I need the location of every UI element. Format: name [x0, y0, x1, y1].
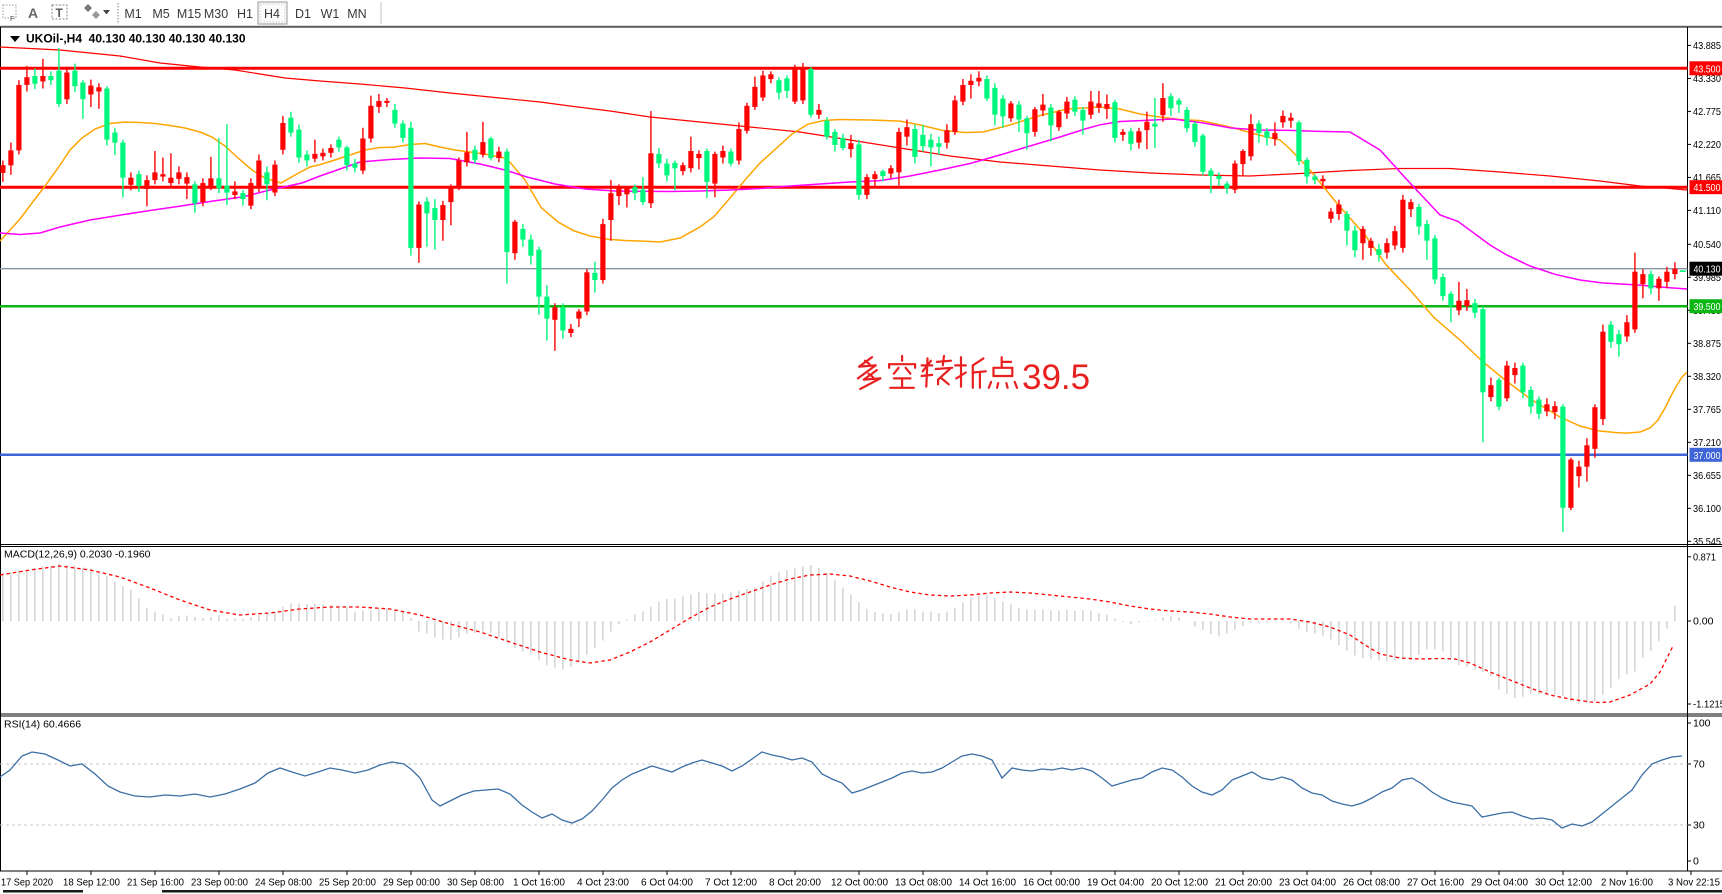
svg-text:0: 0 — [1693, 856, 1699, 868]
svg-text:38.875: 38.875 — [1693, 338, 1721, 350]
svg-text:40.130: 40.130 — [1694, 264, 1721, 276]
svg-text:M15: M15 — [177, 7, 201, 21]
svg-text:25 Sep 20:00: 25 Sep 20:00 — [319, 877, 376, 889]
svg-text:12 Oct 00:00: 12 Oct 00:00 — [831, 877, 888, 889]
svg-text:30 Oct 12:00: 30 Oct 12:00 — [1535, 877, 1592, 889]
svg-text:H4: H4 — [264, 7, 280, 21]
svg-text:37.210: 37.210 — [1693, 437, 1721, 449]
svg-text:18 Sep 12:00: 18 Sep 12:00 — [63, 877, 120, 889]
svg-text:39.5: 39.5 — [1022, 358, 1090, 397]
svg-text:M1: M1 — [124, 7, 141, 21]
svg-text:14 Oct 16:00: 14 Oct 16:00 — [959, 877, 1016, 889]
svg-text:21 Oct 20:00: 21 Oct 20:00 — [1215, 877, 1272, 889]
svg-text:42.775: 42.775 — [1693, 106, 1721, 118]
svg-text:H1: H1 — [237, 7, 253, 21]
svg-text:29 Sep 00:00: 29 Sep 00:00 — [383, 877, 440, 889]
svg-text:MN: MN — [347, 7, 366, 21]
svg-text:37.000: 37.000 — [1694, 450, 1721, 462]
svg-text:40.540: 40.540 — [1693, 239, 1721, 251]
svg-text:0.871: 0.871 — [1693, 552, 1716, 564]
svg-text:41.500: 41.500 — [1694, 182, 1721, 194]
svg-text:8 Oct 20:00: 8 Oct 20:00 — [769, 877, 821, 889]
svg-text:42.220: 42.220 — [1693, 139, 1721, 151]
svg-text:38.320: 38.320 — [1693, 371, 1721, 383]
svg-text:0.00: 0.00 — [1693, 616, 1714, 628]
svg-text:4 Oct 23:00: 4 Oct 23:00 — [577, 877, 629, 889]
svg-text:13 Oct 08:00: 13 Oct 08:00 — [895, 877, 952, 889]
svg-text:36.100: 36.100 — [1693, 503, 1721, 515]
svg-text:3 Nov 22:15: 3 Nov 22:15 — [1668, 877, 1720, 889]
svg-text:T: T — [56, 6, 64, 20]
svg-text:39.500: 39.500 — [1694, 301, 1721, 313]
svg-text:20 Oct 12:00: 20 Oct 12:00 — [1151, 877, 1208, 889]
svg-text:43.885: 43.885 — [1693, 40, 1721, 52]
svg-text:37.765: 37.765 — [1693, 404, 1721, 416]
svg-text:M30: M30 — [204, 7, 228, 21]
svg-text:70: 70 — [1693, 759, 1705, 771]
svg-text:1 Oct 16:00: 1 Oct 16:00 — [513, 877, 565, 889]
svg-text:2 Nov 16:00: 2 Nov 16:00 — [1601, 877, 1653, 889]
svg-text:100: 100 — [1693, 718, 1711, 730]
svg-text:-1.1215: -1.1215 — [1693, 699, 1722, 711]
svg-text:21 Sep 16:00: 21 Sep 16:00 — [127, 877, 184, 889]
svg-text:D1: D1 — [295, 7, 311, 21]
svg-text:M5: M5 — [152, 7, 169, 21]
svg-text:UKOil-,H4 40.130 40.130 40.13: UKOil-,H4 40.130 40.130 40.130 40.130 — [26, 32, 246, 46]
svg-text:24 Sep 08:00: 24 Sep 08:00 — [255, 877, 312, 889]
svg-text:30: 30 — [1693, 820, 1705, 832]
svg-text:29 Oct 04:00: 29 Oct 04:00 — [1471, 877, 1528, 889]
svg-text:41.110: 41.110 — [1693, 205, 1721, 217]
svg-text:30 Sep 08:00: 30 Sep 08:00 — [447, 877, 504, 889]
svg-text:19 Oct 04:00: 19 Oct 04:00 — [1087, 877, 1144, 889]
svg-text:16 Oct 00:00: 16 Oct 00:00 — [1023, 877, 1080, 889]
svg-text:43.500: 43.500 — [1694, 63, 1721, 75]
svg-text:35.545: 35.545 — [1693, 536, 1721, 548]
svg-text:23 Sep 00:00: 23 Sep 00:00 — [191, 877, 248, 889]
svg-text:23 Oct 04:00: 23 Oct 04:00 — [1279, 877, 1336, 889]
svg-text:43.330: 43.330 — [1693, 73, 1721, 85]
svg-text:MACD(12,26,9) 0.2030 -0.1960: MACD(12,26,9) 0.2030 -0.1960 — [4, 549, 151, 561]
svg-text:W1: W1 — [321, 7, 340, 21]
svg-text:17 Sep 2020: 17 Sep 2020 — [1, 877, 53, 889]
svg-text:6 Oct 04:00: 6 Oct 04:00 — [641, 877, 693, 889]
svg-text:36.655: 36.655 — [1693, 470, 1721, 482]
svg-text:A: A — [28, 5, 38, 21]
svg-text:27 Oct 16:00: 27 Oct 16:00 — [1407, 877, 1464, 889]
svg-text:26 Oct 08:00: 26 Oct 08:00 — [1343, 877, 1400, 889]
svg-text:F: F — [10, 16, 14, 23]
svg-text:RSI(14) 60.4666: RSI(14) 60.4666 — [4, 719, 81, 731]
svg-text:7 Oct 12:00: 7 Oct 12:00 — [705, 877, 757, 889]
